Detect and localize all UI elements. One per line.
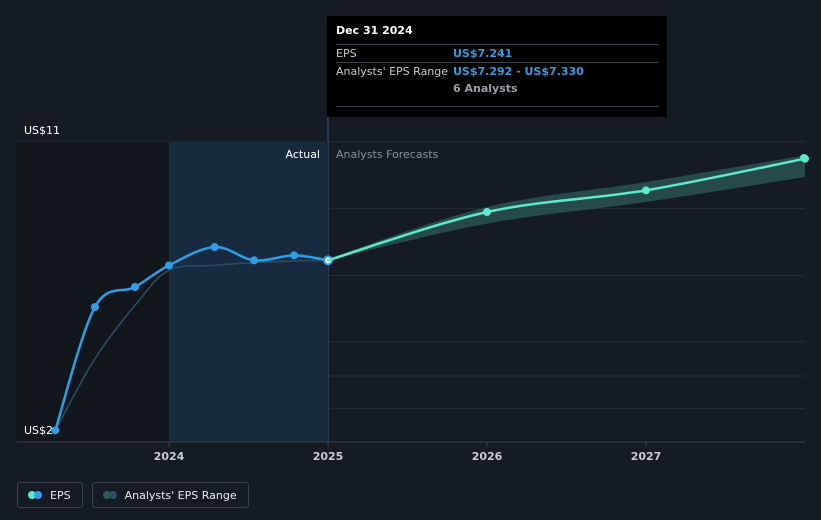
x-tick-label: 2025 (313, 450, 344, 463)
eps-point[interactable] (51, 426, 60, 435)
tooltip-eps-row: EPS US$7.241 (336, 44, 659, 62)
legend-eps-label: EPS (50, 488, 71, 502)
legend-eps-button[interactable]: EPS (17, 482, 83, 508)
y-axis-top-label: US$11 (24, 124, 60, 137)
eps-point[interactable] (131, 283, 140, 291)
legend: EPS Analysts' EPS Range (17, 482, 249, 508)
forecast-point[interactable] (642, 186, 650, 195)
eps-point[interactable] (165, 261, 173, 270)
x-tick-label: 2024 (154, 450, 185, 463)
eps-point[interactable] (250, 256, 259, 265)
actual-region-label: Actual (286, 148, 320, 161)
legend-range-button[interactable]: Analysts' EPS Range (91, 482, 249, 508)
actual-range-line (54, 259, 329, 431)
forecast-point[interactable] (800, 154, 808, 162)
forecast-range-band (328, 153, 805, 261)
eps-point[interactable] (290, 251, 299, 260)
tooltip-eps-label: EPS (336, 47, 357, 60)
x-tick-label: 2026 (472, 450, 503, 463)
tooltip-range-row: Analysts' EPS Range US$7.292 - US$7.330 (336, 62, 659, 80)
tooltip-analysts-row: 6 Analysts (336, 80, 659, 97)
tooltip-range-label: Analysts' EPS Range (336, 65, 449, 78)
tooltip-eps-value: US$7.241 (453, 47, 513, 60)
tooltip-range-value: US$7.292 - US$7.330 (453, 65, 584, 78)
forecast-region-label: Analysts Forecasts (336, 148, 439, 161)
y-axis-bottom-label: US$2 (24, 424, 53, 437)
actual-period-shade (169, 142, 328, 442)
pre-2024-shade (17, 142, 169, 442)
eps-point[interactable] (210, 243, 219, 251)
eps-swatch-icon (28, 491, 44, 499)
analyst-range-band (54, 153, 805, 431)
x-tick-label: 2027 (631, 450, 662, 463)
x-axis: 2024 2025 2026 2027 (17, 441, 805, 463)
legend-range-label: Analysts' EPS Range (124, 488, 237, 502)
tooltip: Dec 31 2024 EPS US$7.241 Analysts' EPS R… (327, 16, 667, 117)
eps-line (54, 245, 330, 432)
series-lines (51, 154, 809, 435)
range-swatch-icon (102, 491, 119, 499)
tooltip-analysts-count: 6 Analysts (453, 82, 518, 95)
eps-forecast-line (326, 156, 807, 262)
tooltip-date: Dec 31 2024 (336, 24, 413, 37)
eps-point[interactable] (90, 303, 99, 311)
forecast-point[interactable] (483, 208, 491, 216)
